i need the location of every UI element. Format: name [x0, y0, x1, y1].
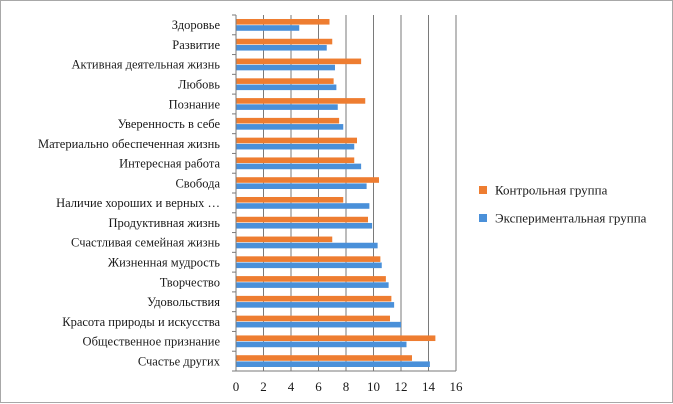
bar-control-6 [236, 137, 357, 144]
bar-control-5 [236, 117, 340, 124]
category-label-14: Удовольствия [147, 295, 220, 309]
category-label-13: Творчество [160, 275, 220, 289]
grid-lines [263, 15, 457, 371]
bar-control-15 [236, 315, 390, 322]
x-tick-label-2: 2 [260, 379, 267, 394]
bar-control-0 [236, 18, 330, 25]
category-label-3: Любовь [178, 78, 220, 92]
legend-label-1: Экспериментальная группа [495, 211, 647, 226]
bars [236, 18, 436, 368]
category-label-1: Развитие [172, 38, 220, 52]
bar-experimental-2 [236, 64, 335, 71]
x-tick-label-14: 14 [422, 379, 436, 394]
bar-experimental-15 [236, 321, 401, 328]
bar-experimental-10 [236, 222, 373, 229]
category-label-15: Красота природы и искусства [62, 315, 220, 329]
legend-swatch-0 [479, 186, 487, 194]
bar-control-2 [236, 58, 362, 65]
category-label-4: Познание [169, 97, 221, 111]
category-label-17: Счастье других [138, 354, 221, 368]
category-label-6: Материально обеспеченная жизнь [38, 137, 220, 151]
bar-experimental-14 [236, 302, 395, 308]
x-tick-label-0: 0 [233, 379, 240, 394]
x-tick-label-12: 12 [395, 379, 408, 394]
category-label-11: Счастливая семейная жизнь [71, 236, 220, 250]
legend-swatch-1 [479, 214, 487, 222]
bar-control-14 [236, 295, 392, 302]
legend: Контрольная группа Экспериментальная груп… [479, 183, 647, 226]
bar-experimental-0 [236, 25, 300, 31]
bar-control-1 [236, 38, 333, 45]
category-label-5: Уверенность в себе [118, 117, 221, 131]
x-tick-label-6: 6 [315, 379, 322, 394]
bar-experimental-8 [236, 183, 367, 190]
category-label-16: Общественное признание [83, 335, 221, 349]
bar-control-12 [236, 256, 381, 262]
category-label-9: Наличие хороших и верных … [56, 196, 220, 210]
bar-control-4 [236, 98, 366, 104]
bar-experimental-13 [236, 282, 389, 288]
category-label-10: Продуктивная жизнь [108, 216, 220, 230]
bar-experimental-4 [236, 104, 338, 110]
bar-experimental-7 [236, 163, 362, 170]
bar-experimental-17 [236, 361, 430, 368]
bar-experimental-5 [236, 124, 344, 130]
bar-control-7 [236, 157, 355, 164]
bar-control-3 [236, 78, 334, 84]
bar-experimental-11 [236, 242, 378, 249]
bar-control-11 [236, 236, 333, 243]
bar-control-16 [236, 335, 436, 342]
bar-experimental-1 [236, 44, 327, 51]
x-tick-label-16: 16 [450, 379, 464, 394]
x-tick-labels: 0 2 4 6 8 10 12 14 16 [233, 379, 463, 394]
category-label-8: Свобода [175, 176, 220, 190]
bar-experimental-12 [236, 262, 382, 269]
bar-experimental-16 [236, 341, 407, 348]
category-label-0: Здоровье [172, 18, 221, 32]
bar-control-9 [236, 196, 344, 203]
x-tick-label-10: 10 [367, 379, 380, 394]
category-labels: Здоровье Развитие Активная деятельная жизн… [38, 18, 221, 368]
bar-control-10 [236, 216, 368, 223]
x-tick-label-4: 4 [288, 379, 295, 394]
category-label-12: Жизненная мудрость [108, 256, 220, 270]
bar-experimental-3 [236, 84, 337, 91]
legend-label-0: Контрольная группа [495, 183, 608, 198]
bar-control-13 [236, 276, 386, 282]
category-label-7: Интересная работа [119, 157, 220, 171]
x-tick-label-8: 8 [343, 379, 350, 394]
bar-control-17 [236, 355, 412, 361]
bar-control-8 [236, 177, 379, 183]
bar-experimental-9 [236, 203, 370, 209]
axes [232, 14, 456, 372]
bar-experimental-6 [236, 143, 355, 150]
category-label-2: Активная деятельная жизнь [72, 58, 221, 72]
